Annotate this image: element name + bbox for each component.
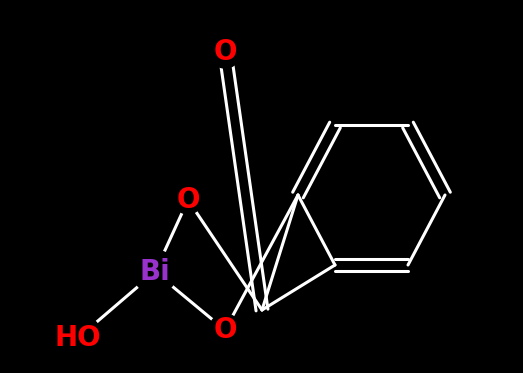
Text: O: O — [176, 186, 200, 214]
Circle shape — [133, 250, 177, 294]
Circle shape — [209, 314, 241, 346]
Text: HO: HO — [55, 324, 101, 352]
Circle shape — [54, 314, 102, 362]
Text: O: O — [213, 316, 237, 344]
Circle shape — [209, 36, 241, 68]
Text: O: O — [213, 38, 237, 66]
Text: Bi: Bi — [140, 258, 170, 286]
Circle shape — [174, 186, 202, 214]
